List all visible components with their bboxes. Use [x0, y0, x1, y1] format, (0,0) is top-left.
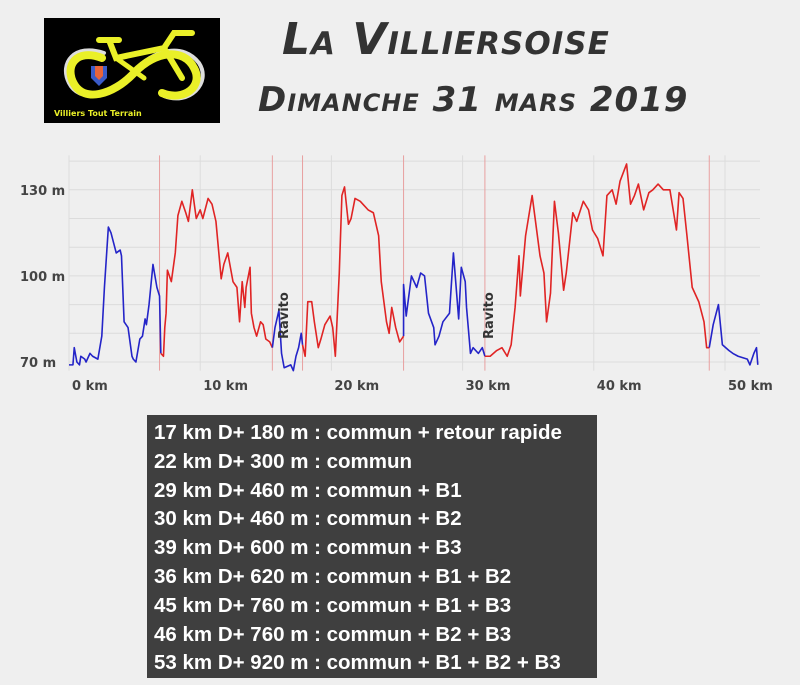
ravito-annotation: Ravito — [277, 292, 292, 339]
elevation-profile-chart: 0 km 10 km 20 km 30 km 40 km 50 km 70 m 100 m 13… — [20, 155, 773, 394]
route-option: 29 km D+ 460 m : commun + B1 — [154, 478, 462, 502]
route-option: 22 km D+ 300 m : commun — [154, 449, 413, 473]
route-option: 36 km D+ 620 m : commun + B1 + B2 — [154, 564, 512, 588]
y-tick-label: 100 m — [20, 270, 65, 285]
x-tick-label: 40 km — [597, 379, 642, 394]
y-tick-label: 70 m — [20, 356, 56, 371]
event-title: La Villiersoise — [282, 14, 610, 65]
bicycle-logo-icon: Villiers Tout Terrain — [54, 30, 205, 118]
logo-text: Villiers Tout Terrain — [54, 109, 142, 118]
route-option: 53 km D+ 920 m : commun + B1 + B2 + B3 — [154, 651, 561, 675]
x-tick-label: 0 km — [72, 379, 108, 394]
route-option: 45 km D+ 760 m : commun + B1 + B3 — [154, 593, 512, 617]
profile-segment-blue — [708, 303, 759, 366]
profile-segment-red — [301, 186, 405, 358]
x-tick-label: 50 km — [728, 379, 773, 394]
route-option: 46 km D+ 760 m : commun + B2 + B3 — [154, 622, 512, 646]
profile-segment-red — [160, 188, 274, 358]
x-tick-label: 30 km — [466, 379, 511, 394]
routes-list: 17 km D+ 180 m : commun + retour rapide 2… — [147, 415, 597, 678]
profile-segment-blue — [271, 309, 304, 372]
route-option: 17 km D+ 180 m : commun + retour rapide — [154, 421, 562, 444]
ravito-annotation: Ravito — [482, 292, 497, 339]
y-tick-label: 130 m — [20, 184, 65, 199]
route-option: 30 km D+ 460 m : commun + B2 — [154, 507, 462, 531]
profile-segment-blue — [402, 252, 486, 357]
profile-segment-blue — [69, 226, 162, 366]
club-logo: Villiers Tout Terrain — [44, 18, 220, 123]
x-tick-label: 20 km — [334, 379, 379, 394]
x-tick-label: 10 km — [203, 379, 248, 394]
route-option: 39 km D+ 600 m : commun + B3 — [154, 536, 462, 560]
event-date: Dimanche 31 mars 2019 — [258, 80, 689, 120]
profile-segment-red — [484, 163, 710, 358]
